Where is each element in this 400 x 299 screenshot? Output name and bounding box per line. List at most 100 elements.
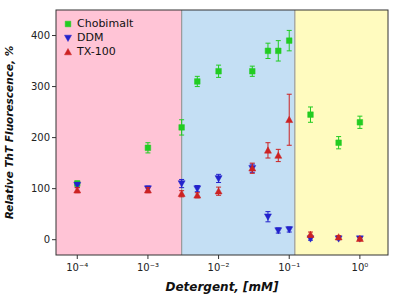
data-point	[265, 48, 271, 54]
data-point	[286, 38, 292, 44]
data-point	[264, 214, 271, 220]
data-point	[178, 181, 185, 187]
x-axis-label: Detergent, [mM]	[165, 280, 279, 294]
error-bar	[179, 120, 184, 135]
error-bar	[195, 186, 200, 192]
error-bar	[265, 143, 270, 158]
x-tick-label: 10⁻¹	[278, 262, 300, 273]
error-bar	[75, 188, 80, 193]
y-tick-label: 200	[31, 132, 50, 143]
x-tick	[218, 255, 219, 259]
data-point	[179, 125, 185, 131]
data-point	[249, 165, 256, 171]
error-bar	[195, 193, 200, 198]
error-bar	[216, 65, 221, 77]
error-bar	[308, 107, 313, 122]
background-region	[182, 10, 295, 255]
error-bar	[265, 212, 270, 222]
legend-label: Chobimalt	[77, 17, 134, 30]
error-bar	[336, 137, 341, 149]
error-bar	[250, 164, 255, 172]
page: {"chart_data": { "type": "scatter", "xla…	[0, 0, 400, 299]
data-point	[286, 116, 293, 122]
error-bar	[287, 30, 292, 50]
error-bar	[216, 174, 221, 182]
plot-area	[56, 10, 388, 255]
legend-label: DDM	[77, 31, 103, 44]
y-tick	[52, 188, 56, 189]
legend: ChobimaltDDMTX-100	[65, 17, 134, 58]
data-point	[145, 145, 151, 151]
y-tick	[52, 239, 56, 240]
x-tick	[77, 255, 78, 259]
data-point	[308, 112, 314, 118]
data-point	[307, 231, 314, 237]
data-point	[249, 165, 256, 171]
error-bar	[276, 149, 281, 161]
series	[74, 30, 362, 186]
error-bar	[216, 187, 221, 195]
error-bar	[195, 76, 200, 86]
series	[74, 94, 364, 241]
data-point	[275, 48, 281, 54]
error-bar	[287, 94, 292, 145]
data-point	[144, 187, 151, 193]
data-point	[178, 190, 185, 196]
data-point	[194, 186, 201, 192]
plot-frame	[56, 10, 388, 255]
data-point	[335, 234, 342, 240]
legend-marker	[65, 49, 72, 55]
error-bar	[287, 227, 292, 232]
background-region	[295, 10, 388, 255]
data-point	[195, 79, 201, 85]
error-bar	[179, 191, 184, 197]
y-tick-label: 400	[31, 30, 50, 41]
data-point	[194, 192, 201, 198]
data-point	[336, 140, 342, 146]
series	[74, 164, 364, 242]
y-axis-label: Relative ThT Fluorescence, %	[3, 46, 15, 219]
data-point	[275, 228, 282, 234]
data-point	[264, 147, 271, 153]
x-tick	[147, 255, 148, 259]
data-point	[275, 152, 282, 158]
data-point	[215, 188, 222, 194]
y-tick-label: 300	[31, 81, 50, 92]
error-bar	[250, 66, 255, 76]
data-point	[249, 68, 255, 74]
legend-marker	[65, 21, 71, 27]
error-bar	[179, 179, 184, 187]
data-point	[144, 186, 151, 192]
x-tick	[289, 255, 290, 259]
x-tick	[359, 255, 360, 259]
x-tick-label: 10⁻²	[208, 262, 230, 273]
y-tick-label: 100	[31, 183, 50, 194]
data-point	[215, 176, 222, 182]
data-point	[356, 236, 363, 242]
data-point	[356, 235, 363, 241]
error-bar	[145, 143, 150, 153]
x-tick-label: 10⁰	[352, 262, 369, 273]
error-bar	[265, 43, 270, 58]
y-tick	[52, 137, 56, 138]
error-bar	[308, 232, 313, 237]
data-point	[357, 119, 363, 125]
legend-label: TX-100	[76, 45, 116, 58]
error-bar	[250, 163, 255, 173]
background-region	[56, 10, 182, 255]
error-bar	[145, 188, 150, 193]
y-tick-label: 0	[44, 234, 50, 245]
error-bar	[276, 228, 281, 233]
x-tick-label: 10⁻³	[137, 262, 159, 273]
error-bar	[276, 41, 281, 61]
legend-marker	[65, 35, 72, 41]
y-tick	[52, 86, 56, 87]
chart: 0 100 200 300 400 10⁻⁴ 10⁻³ 10⁻² 10⁻¹ 10⁰ Detergen…	[0, 0, 400, 299]
region-border	[294, 10, 295, 255]
data-point	[286, 227, 293, 233]
x-tick-label: 10⁻⁴	[66, 262, 88, 273]
data-point	[216, 68, 222, 74]
error-bar	[357, 116, 362, 128]
y-tick	[52, 35, 56, 36]
data-point	[74, 187, 81, 193]
